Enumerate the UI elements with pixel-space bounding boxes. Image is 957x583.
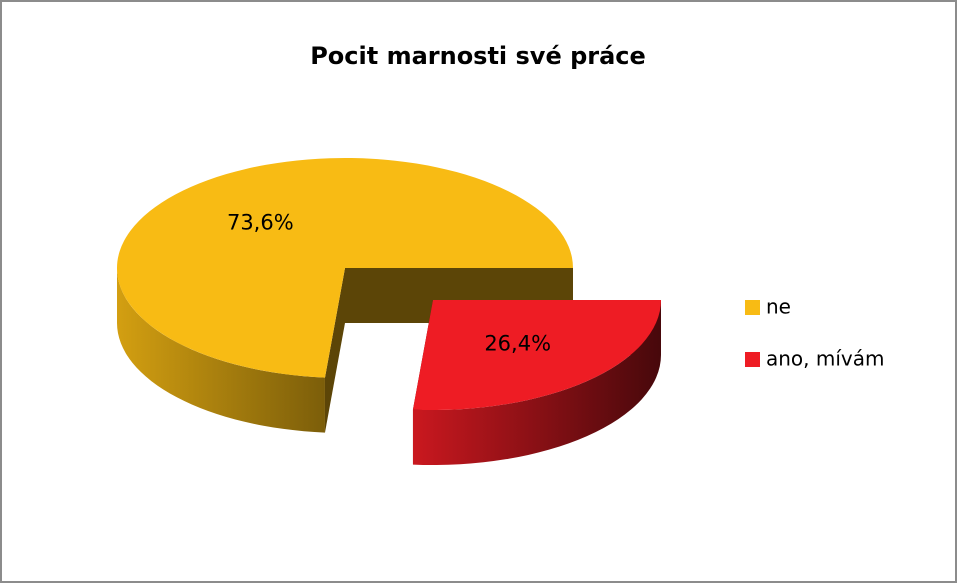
legend-swatch	[745, 300, 760, 315]
slice-cut-face	[324, 268, 345, 433]
slice-wall	[117, 268, 325, 433]
slice-wall	[412, 300, 661, 466]
legend-label: ne	[766, 295, 791, 319]
chart-title: Pocit marnosti své práce	[310, 42, 646, 70]
pie-slice	[412, 300, 661, 466]
slice-top	[412, 300, 661, 410]
legend-swatch	[745, 352, 760, 367]
data-label: 73,6%	[227, 210, 294, 234]
pie-slice	[116, 158, 573, 433]
data-label: 26,4%	[484, 332, 551, 356]
slice-top	[116, 158, 573, 378]
legend-label: ano, mívám	[766, 347, 885, 371]
